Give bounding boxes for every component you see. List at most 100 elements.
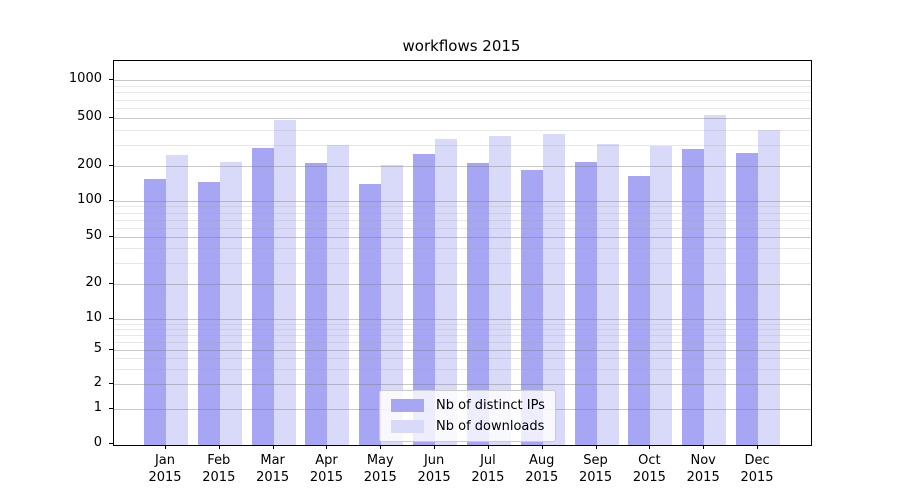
bar-dec-distinct-ips bbox=[736, 153, 759, 445]
legend-item-distinct-ips: Nb of distinct IPs bbox=[391, 397, 545, 414]
gridline-2 bbox=[114, 384, 811, 385]
x-tick-label-dec: Dec 2015 bbox=[740, 453, 774, 485]
y-tick-label-2: 2 bbox=[93, 375, 102, 390]
bar-oct-distinct-ips bbox=[628, 175, 651, 445]
gridline-9 bbox=[114, 324, 811, 325]
x-tick-mark bbox=[272, 445, 274, 449]
bar-sep-distinct-ips bbox=[574, 162, 597, 445]
x-tick-label-feb: Feb 2015 bbox=[202, 453, 236, 485]
chart-title: workflows 2015 bbox=[402, 37, 521, 55]
bar-feb-downloads bbox=[219, 162, 242, 445]
y-tick-mark bbox=[109, 383, 113, 384]
bars-layer bbox=[114, 61, 811, 445]
y-tick-label-500: 500 bbox=[77, 109, 102, 124]
y-tick-label-10: 10 bbox=[85, 310, 102, 325]
gridline-400 bbox=[114, 130, 811, 131]
bar-jun-distinct-ips bbox=[413, 154, 436, 445]
x-tick-label-apr: Apr 2015 bbox=[309, 453, 343, 485]
gridline-20 bbox=[114, 284, 811, 285]
gridline-40 bbox=[114, 248, 811, 249]
bar-jan-downloads bbox=[166, 155, 188, 445]
bar-nov-downloads bbox=[704, 115, 727, 445]
y-tick-mark bbox=[109, 283, 113, 284]
x-tick-label-jan: Jan 2015 bbox=[148, 453, 182, 485]
bar-nov-distinct-ips bbox=[682, 149, 705, 445]
gridline-8 bbox=[114, 329, 811, 330]
x-tick-mark bbox=[487, 445, 489, 449]
y-tick-label-1000: 1000 bbox=[68, 71, 102, 86]
gridline-500 bbox=[114, 118, 811, 119]
y-tick-label-100: 100 bbox=[77, 192, 102, 207]
x-tick-label-oct: Oct 2015 bbox=[632, 453, 666, 485]
gridline-60 bbox=[114, 228, 811, 229]
x-tick-label-jul: Jul 2015 bbox=[471, 453, 505, 485]
x-tick-mark bbox=[434, 445, 436, 449]
y-tick-mark bbox=[109, 236, 113, 237]
legend-label-downloads: Nb of downloads bbox=[436, 419, 545, 434]
bar-apr-downloads bbox=[327, 144, 350, 445]
gridline-4 bbox=[114, 358, 811, 359]
x-tick-mark bbox=[380, 445, 382, 449]
gridline-600 bbox=[114, 108, 811, 109]
y-tick-mark bbox=[109, 443, 113, 444]
gridline-10 bbox=[114, 319, 811, 320]
x-tick-label-jun: Jun 2015 bbox=[417, 453, 451, 485]
legend-swatch-downloads bbox=[391, 420, 424, 433]
bar-jan-distinct-ips bbox=[144, 178, 166, 445]
x-tick-mark bbox=[703, 445, 705, 449]
bar-apr-distinct-ips bbox=[305, 163, 328, 445]
bar-jul-downloads bbox=[488, 135, 511, 445]
legend-swatch-distinct-ips bbox=[391, 399, 424, 412]
gridline-50 bbox=[114, 237, 811, 238]
bar-feb-distinct-ips bbox=[197, 182, 220, 445]
legend-label-distinct-ips: Nb of distinct IPs bbox=[436, 398, 545, 413]
bar-sep-downloads bbox=[596, 143, 619, 445]
bar-jun-downloads bbox=[435, 138, 458, 445]
gridline-80 bbox=[114, 213, 811, 214]
gridline-6 bbox=[114, 342, 811, 343]
bar-may-distinct-ips bbox=[359, 184, 382, 445]
gridline-1000 bbox=[114, 80, 811, 81]
x-tick-mark bbox=[649, 445, 651, 449]
bar-aug-distinct-ips bbox=[520, 169, 543, 445]
bar-jul-distinct-ips bbox=[466, 163, 489, 445]
legend: Nb of distinct IPs Nb of downloads bbox=[379, 390, 556, 442]
x-tick-label-nov: Nov 2015 bbox=[686, 453, 720, 485]
y-tick-label-1: 1 bbox=[93, 400, 102, 415]
bar-dec-downloads bbox=[758, 129, 781, 445]
x-tick-mark bbox=[326, 445, 328, 449]
x-tick-mark bbox=[218, 445, 220, 449]
gridline-3 bbox=[114, 369, 811, 370]
x-tick-label-may: May 2015 bbox=[363, 453, 397, 485]
x-tick-mark bbox=[595, 445, 597, 449]
y-tick-label-20: 20 bbox=[85, 275, 102, 290]
gridline-7 bbox=[114, 335, 811, 336]
bar-may-downloads bbox=[381, 164, 404, 445]
gridline-30 bbox=[114, 263, 811, 264]
y-tick-mark bbox=[109, 165, 113, 166]
gridline-200 bbox=[114, 166, 811, 167]
x-tick-label-aug: Aug 2015 bbox=[525, 453, 559, 485]
x-tick-mark bbox=[165, 445, 166, 449]
bar-aug-downloads bbox=[542, 133, 565, 445]
gridline-5 bbox=[114, 350, 811, 351]
y-tick-mark bbox=[109, 200, 113, 201]
x-tick-mark bbox=[757, 445, 759, 449]
gridline-900 bbox=[114, 86, 811, 87]
bar-mar-downloads bbox=[273, 120, 296, 445]
gridline-700 bbox=[114, 100, 811, 101]
x-tick-label-sep: Sep 2015 bbox=[579, 453, 613, 485]
gridline-70 bbox=[114, 220, 811, 221]
gridline-300 bbox=[114, 145, 811, 146]
y-tick-mark bbox=[109, 408, 113, 409]
legend-item-downloads: Nb of downloads bbox=[391, 418, 545, 435]
gridline-90 bbox=[114, 206, 811, 207]
y-tick-label-5: 5 bbox=[93, 341, 102, 356]
y-tick-label-50: 50 bbox=[85, 228, 102, 243]
bar-mar-distinct-ips bbox=[251, 148, 274, 445]
bar-oct-downloads bbox=[650, 145, 673, 445]
x-tick-mark bbox=[541, 445, 543, 449]
y-tick-label-200: 200 bbox=[77, 157, 102, 172]
y-tick-mark bbox=[109, 349, 113, 350]
